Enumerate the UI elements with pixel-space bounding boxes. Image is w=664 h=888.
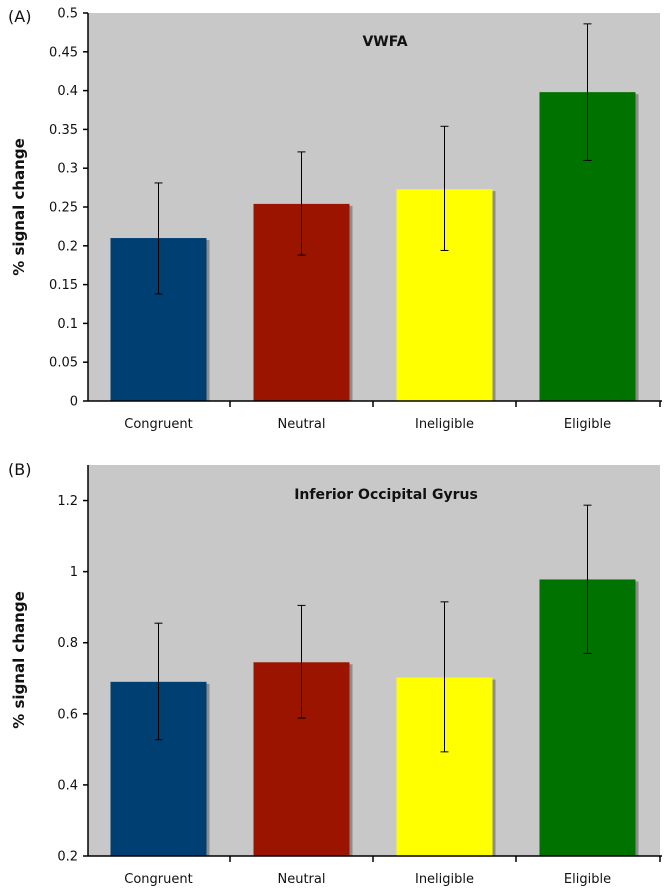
panel-letter-b: (B)	[8, 460, 31, 479]
y-tick-label: 0.25	[49, 201, 78, 216]
bars-b	[110, 504, 639, 856]
panel-letter-a: (A)	[8, 7, 31, 26]
chart-title-b: Inferior Occipital Gyrus	[294, 487, 478, 503]
y-axis-label-a: % signal change	[10, 138, 28, 276]
y-tick-label: 0.4	[57, 778, 78, 793]
panel-a: (A) VWFA % signal change Congruent Neutra…	[8, 7, 662, 432]
chart-title-a: VWFA	[362, 34, 407, 50]
x-tick-label: Neutral	[278, 872, 326, 887]
y-tick-label: 0.15	[49, 278, 78, 293]
y-tick-label: 0	[70, 395, 78, 410]
y-tick-label: 0.4	[57, 84, 78, 99]
y-tick-label: 0.8	[57, 636, 78, 651]
y-tick-label: 1	[70, 565, 78, 580]
panel-b: (B) Inferior Occipital Gyrus % signal ch…	[8, 460, 662, 887]
axes-b: Congruent Neutral Ineligible Eligible 0.2 0.4…	[57, 465, 662, 887]
bars-a	[110, 23, 639, 401]
y-tick-label: 1.2	[57, 494, 78, 509]
y-tick-label: 0.2	[57, 239, 78, 254]
y-tick-label: 0.2	[57, 850, 78, 865]
y-tick-label: 0.45	[49, 45, 78, 60]
x-tick-label: Ineligible	[415, 417, 474, 432]
y-tick-label: 0.05	[49, 356, 78, 371]
y-tick-label: 0.3	[57, 162, 78, 177]
x-tick-label: Neutral	[278, 417, 326, 432]
y-tick-label: 0.6	[57, 707, 78, 722]
y-tick-label: 0.5	[57, 7, 78, 22]
x-tick-label: Eligible	[564, 417, 611, 432]
x-tick-label: Eligible	[564, 872, 611, 887]
axes-a: Congruent Neutral Ineligible Eligible 0 0.05 0…	[49, 7, 662, 432]
y-axis-label-b: % signal change	[10, 591, 28, 729]
x-tick-label: Ineligible	[415, 872, 474, 887]
x-tick-label: Congruent	[124, 417, 192, 432]
y-tick-label: 0.35	[49, 123, 78, 138]
x-tick-label: Congruent	[124, 872, 192, 887]
y-tick-label: 0.1	[57, 317, 78, 332]
